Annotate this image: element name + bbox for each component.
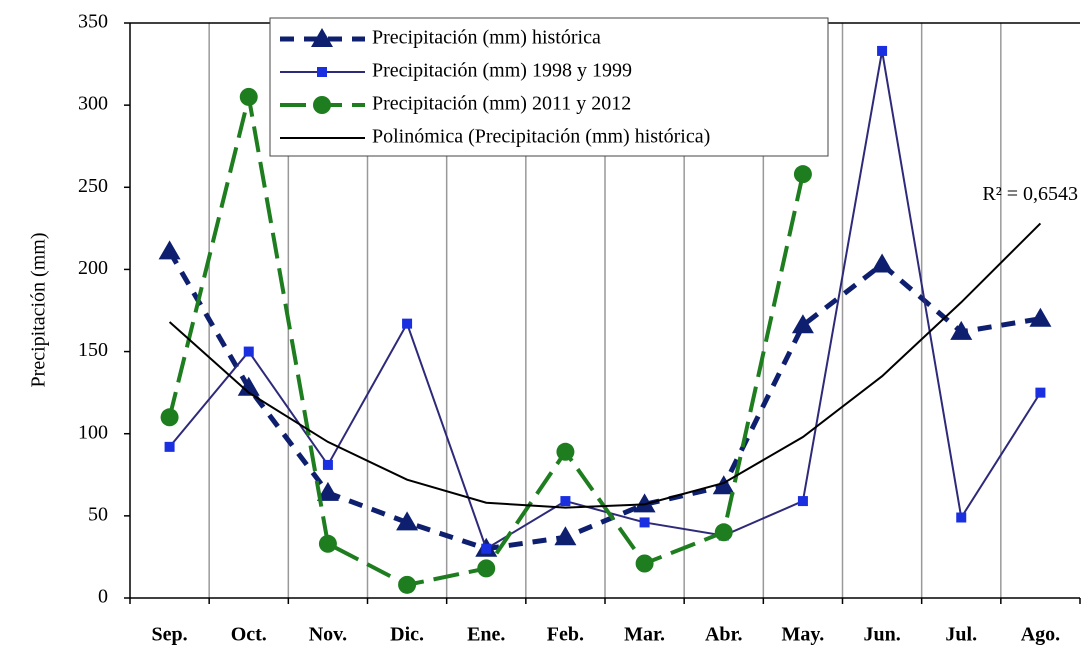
series-line (168, 50, 1042, 551)
marker (311, 28, 333, 47)
marker (714, 523, 733, 542)
marker (164, 441, 175, 452)
marker (318, 534, 337, 553)
marker (560, 496, 571, 507)
marker (313, 96, 331, 114)
marker (956, 512, 967, 523)
x-tick-label: Nov. (309, 624, 347, 646)
y-tick-label: 50 (88, 503, 108, 525)
marker (1029, 307, 1052, 327)
legend-label: Polinómica (Precipitación (mm) histórica… (372, 126, 710, 148)
x-tick-label: Abr. (705, 624, 743, 646)
x-tick-label: Sep. (152, 624, 188, 646)
series-line (167, 250, 1041, 552)
y-tick-label: 350 (78, 11, 108, 33)
y-tick-label: 0 (98, 586, 108, 608)
marker (635, 554, 654, 573)
x-tick-label: Jun. (863, 624, 900, 646)
marker (877, 45, 888, 56)
series-line (167, 96, 805, 587)
marker (322, 459, 333, 470)
marker (712, 475, 735, 495)
x-tick-label: Jul. (945, 624, 977, 646)
marker (639, 517, 650, 528)
marker (396, 511, 419, 531)
marker (477, 559, 496, 578)
y-tick-label: 250 (78, 175, 108, 197)
marker (239, 87, 258, 106)
marker (1035, 387, 1046, 398)
marker (317, 67, 327, 77)
marker (160, 408, 179, 427)
legend-label: Precipitación (mm) 2011 y 2012 (372, 93, 631, 115)
marker (158, 240, 181, 260)
marker (398, 575, 417, 594)
marker (554, 526, 577, 546)
legend-label: Precipitación (mm) histórica (372, 27, 601, 49)
marker (950, 320, 973, 340)
annotation: R² = 0,6543 (982, 183, 1078, 205)
y-tick-label: 200 (78, 257, 108, 279)
x-tick-label: Dic. (390, 624, 424, 646)
marker (243, 346, 254, 357)
x-tick-label: Oct. (231, 624, 267, 646)
marker (791, 314, 814, 334)
marker (316, 481, 339, 501)
y-tick-label: 100 (78, 421, 108, 443)
marker (402, 318, 413, 329)
y-tick-label: 300 (78, 93, 108, 115)
x-tick-label: Mar. (624, 624, 665, 646)
marker (237, 376, 260, 396)
y-tick-label: 150 (78, 339, 108, 361)
marker (556, 442, 575, 461)
marker (871, 253, 894, 273)
x-tick-label: Ene. (467, 624, 505, 646)
marker (797, 496, 808, 507)
y-axis-label: Precipitación (mm) (28, 233, 50, 388)
x-tick-label: May. (782, 624, 825, 646)
x-tick-label: Feb. (547, 624, 584, 646)
legend-label: Precipitación (mm) 1998 y 1999 (372, 60, 632, 82)
x-tick-label: Ago. (1021, 624, 1060, 646)
series-line (168, 222, 1042, 509)
marker (633, 493, 656, 513)
marker (481, 543, 492, 554)
marker (793, 165, 812, 184)
